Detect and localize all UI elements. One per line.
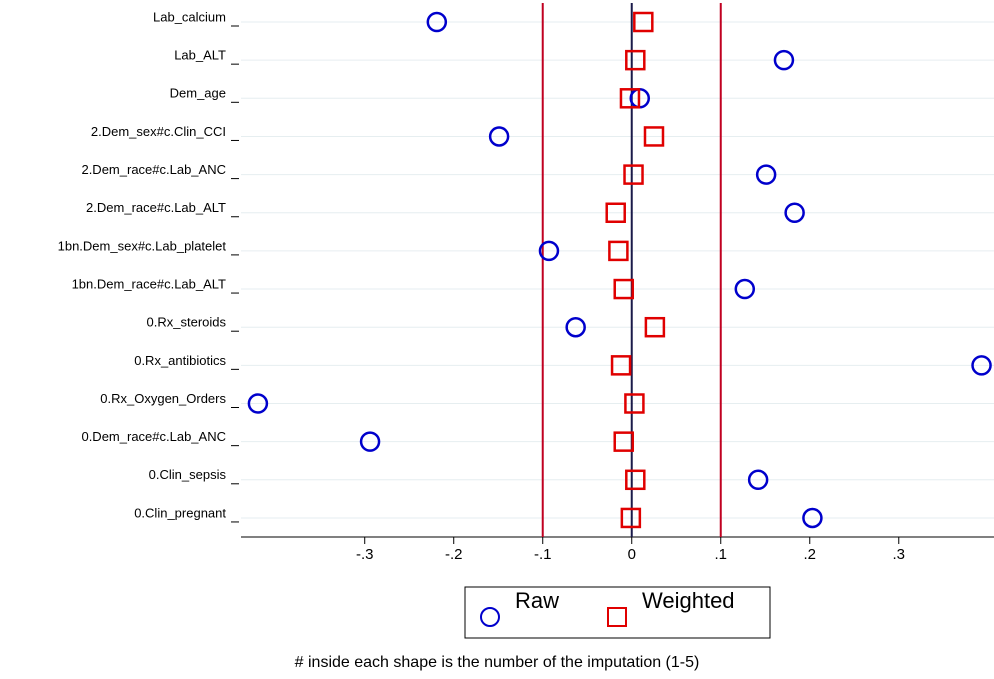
raw-marker	[773, 49, 795, 71]
legend-marker	[607, 607, 627, 627]
y-tick-label: Dem_age	[170, 86, 226, 101]
x-tick-label: .2	[803, 546, 816, 563]
x-tick-label: -.1	[534, 546, 552, 563]
legend-marker	[480, 607, 500, 627]
x-tick-label: 0	[628, 546, 636, 563]
weighted-marker	[608, 240, 629, 262]
raw-marker	[247, 393, 269, 414]
weighted-marker	[625, 49, 646, 71]
weighted-marker	[613, 278, 634, 300]
weighted-marker	[625, 469, 646, 491]
legend-box	[464, 586, 771, 639]
y-tick-label: 0.Rx_antibiotics	[134, 353, 226, 368]
raw-marker	[734, 278, 756, 300]
y-tick-label: 1bn.Dem_race#c.Lab_ALT	[72, 276, 226, 291]
y-tick-label: 0.Rx_steroids	[147, 315, 227, 330]
weighted-marker	[619, 88, 641, 109]
raw-marker	[359, 431, 381, 452]
raw-marker	[784, 202, 805, 223]
weighted-marker	[643, 126, 665, 147]
weighted-marker	[605, 202, 626, 223]
y-tick-label: 0.Rx_Oxygen_Orders	[100, 391, 226, 406]
raw-marker	[426, 11, 448, 33]
raw-marker	[488, 126, 510, 147]
weighted-marker	[613, 431, 634, 452]
y-tick-label: 0.Clin_pregnant	[134, 505, 226, 520]
y-tick-label: 2.Dem_race#c.Lab_ALT	[86, 200, 226, 215]
y-tick-label: Lab_ALT	[174, 48, 226, 63]
raw-marker	[538, 240, 560, 262]
weighted-marker	[620, 507, 642, 529]
x-tick-label: -.2	[445, 546, 463, 563]
weighted-marker	[644, 316, 666, 338]
y-tick-label: 2.Dem_race#c.Lab_ANC	[81, 162, 226, 177]
raw-marker	[971, 355, 992, 376]
y-tick-label: 0.Dem_race#c.Lab_ANC	[81, 429, 226, 444]
y-tick-label: 0.Clin_sepsis	[149, 467, 227, 482]
weighted-marker	[610, 355, 632, 376]
y-tick-label: 2.Dem_sex#c.Clin_CCI	[91, 124, 226, 139]
x-tick-label: .3	[893, 546, 906, 563]
y-tick-label: Lab_calcium	[153, 9, 226, 24]
raw-marker	[755, 164, 777, 185]
weighted-marker	[623, 164, 644, 185]
x-tick-label: -.3	[356, 546, 374, 563]
note: # inside each shape is the number of the…	[295, 654, 700, 671]
legend-label: Raw	[515, 588, 559, 613]
x-tick-label: .1	[714, 546, 727, 563]
raw-marker	[747, 469, 769, 491]
weighted-marker	[633, 11, 654, 33]
legend-label: Weighted	[642, 588, 735, 613]
y-tick-label: 1bn.Dem_sex#c.Lab_platelet	[58, 238, 227, 253]
weighted-marker	[624, 393, 645, 414]
raw-marker	[802, 507, 823, 529]
raw-marker	[565, 316, 586, 338]
